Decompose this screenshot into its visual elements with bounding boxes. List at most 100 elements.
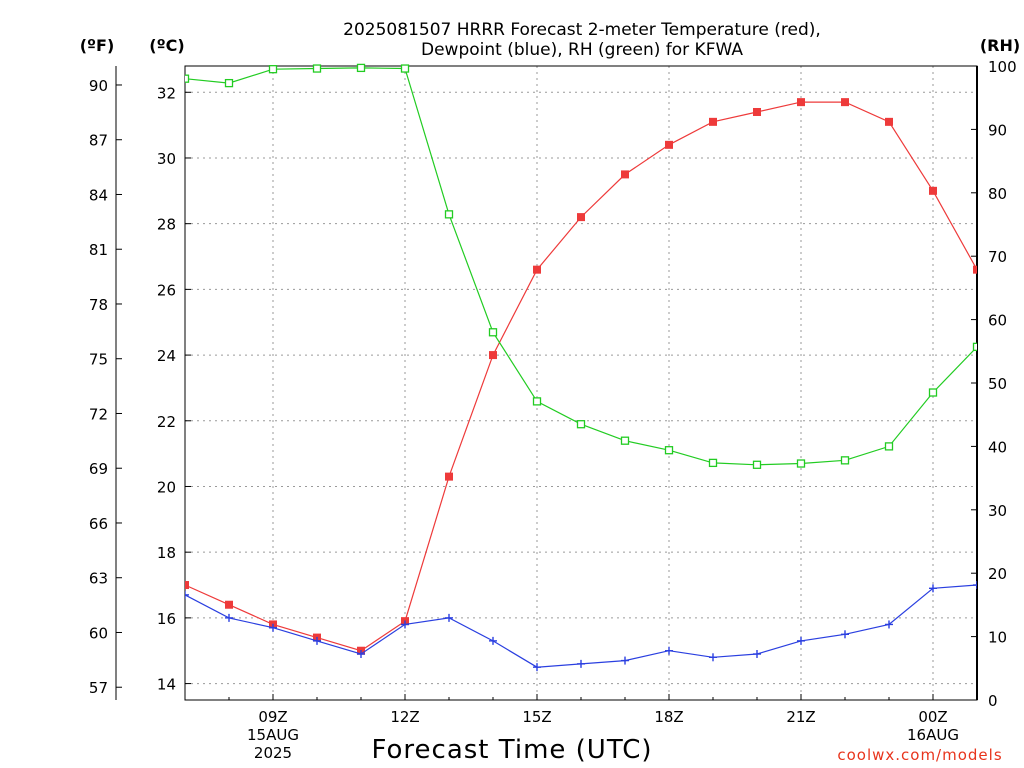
temperature-point [621,170,629,179]
temperature-point [885,117,893,126]
x-tick-label: 09Z [258,708,287,726]
fahrenheit-unit-label: (ºF) [80,36,115,55]
rh-point [664,446,674,455]
dewpoint-line [185,584,977,668]
celsius-unit-label: (ºC) [149,36,184,55]
x-axis-label: Forecast Time (UTC) [371,735,652,765]
temperature-line [185,101,977,652]
data-series [185,63,977,672]
chart-title-line-1: 2025081507 HRRR Forecast 2-meter Tempera… [343,20,821,40]
celsius-tick-label: 24 [157,347,176,365]
temperature-point [489,351,497,360]
rh-point [356,63,366,73]
dewpoint-point [973,581,977,590]
rh-point [884,442,894,451]
x-tick-label: 16AUG [907,726,959,744]
fahrenheit-tick-label: 78 [89,296,108,314]
x-tick-label: 2025 [254,744,292,762]
temperature-point [577,213,585,222]
celsius-tick-label: 30 [157,150,176,168]
rh-line [185,67,977,466]
rh-tick-label: 30 [988,502,1007,520]
dewpoint-point [445,613,453,622]
rh-unit-label: (RH) [980,36,1020,55]
temperature-point [665,140,673,149]
axes: 57 60 63 66 69 72 75 78 81 84 87 90 14 16 18 20 22 24 26 28… [89,58,1017,762]
grid-lines [185,66,977,700]
rh-point [185,74,190,83]
rh-point [708,458,718,468]
rh-point [400,64,410,73]
rh-point [532,397,542,406]
rh-point [488,328,498,337]
dewpoint-point [797,636,805,645]
celsius-tick-label: 14 [157,676,176,694]
dewpoint-point [665,646,673,655]
fahrenheit-tick-label: 69 [89,460,108,478]
series-group [185,63,977,672]
rh-tick-label: 90 [988,121,1007,139]
dewpoint-point [185,590,189,599]
chart-title-line-2: Dewpoint (blue), RH (green) for KFWA [421,40,743,60]
celsius-tick-label: 26 [157,281,176,299]
celsius-tick-label: 18 [157,544,176,562]
rh-tick-label: 50 [988,375,1007,393]
x-tick-label: 15AUG [247,726,299,744]
x-tick-label: 18Z [654,708,683,726]
rh-point [576,420,586,429]
temperature-point [797,98,805,107]
temperature-point [709,117,717,126]
dewpoint-point [313,636,321,645]
fahrenheit-tick-label: 60 [89,624,108,642]
dewpoint-point [489,636,497,645]
dewpoint-point [269,623,277,632]
dewpoint-point [753,650,761,659]
fahrenheit-tick-label: 72 [89,405,108,423]
rh-tick-label: 60 [988,312,1007,330]
dewpoint-point [401,620,409,629]
rh-point [796,459,806,468]
rh-tick-label: 0 [988,692,998,710]
rh-tick-label: 80 [988,185,1007,203]
rh-point [224,78,234,88]
x-tick-label: 15Z [522,708,551,726]
dewpoint-point [533,663,541,672]
x-tick-label: 12Z [390,708,419,726]
dewpoint-point [621,656,629,665]
credit-text: coolwx.com/models [837,746,1002,764]
dewpoint-point [929,584,937,593]
temperature-point [185,581,189,590]
rh-point [752,460,762,469]
celsius-tick-label: 28 [157,216,176,234]
fahrenheit-tick-label: 90 [89,77,108,95]
rh-tick-label: 10 [988,629,1007,647]
fahrenheit-tick-label: 81 [89,241,108,259]
plot-frame [184,65,978,701]
temperature-point [445,472,453,481]
fahrenheit-tick-label: 63 [89,570,108,588]
rh-point [928,388,938,397]
rh-tick-label: 20 [988,565,1007,583]
rh-point [312,64,322,73]
rh-point [972,342,977,352]
fahrenheit-tick-label: 87 [89,132,108,150]
dewpoint-point [841,630,849,639]
celsius-tick-label: 20 [157,478,176,496]
temperature-point [841,98,849,107]
celsius-tick-label: 32 [157,84,176,102]
rh-point [268,65,278,74]
temperature-point [973,265,977,274]
x-tick-label: 21Z [786,708,815,726]
temperature-point [225,600,233,609]
fahrenheit-tick-label: 75 [89,351,108,369]
fahrenheit-tick-label: 66 [89,515,108,533]
fahrenheit-tick-label: 84 [89,186,108,204]
temperature-point [533,265,541,274]
rh-point [840,456,850,465]
temperature-point [929,186,937,195]
rh-point [620,436,630,445]
temperature-point [753,107,761,116]
rh-tick-label: 70 [988,248,1007,266]
dewpoint-point [709,653,717,662]
